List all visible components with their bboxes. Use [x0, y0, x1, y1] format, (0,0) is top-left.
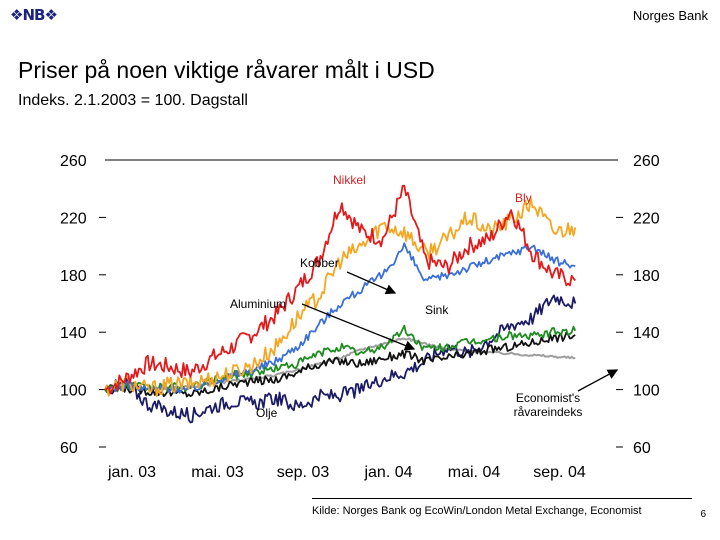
y-tick-label-right: 60 [633, 440, 651, 457]
annotation-arrow [577, 369, 619, 392]
y-tick-label-left: 140 [60, 325, 87, 342]
y-tick-label-left: 60 [60, 440, 78, 457]
footer-divider [312, 498, 692, 499]
annotation-arrow [346, 271, 397, 295]
logo-text: NB [22, 6, 45, 24]
y-tick-label-left: 220 [60, 210, 87, 227]
source-note: Kilde: Norges Bank og EcoWin/London Meta… [312, 505, 642, 517]
annotation-arrow [301, 303, 416, 351]
annotation-label: Bly [515, 191, 532, 205]
annotation-label: Olje [256, 406, 278, 420]
y-tick-label-left: 260 [60, 153, 87, 170]
y-tick-label-left: 100 [60, 383, 87, 400]
page-subtitle: Indeks. 2.1.2003 = 100. Dagstall [18, 92, 248, 109]
annotation-label: Nikkel [333, 173, 366, 187]
y-tick-label-right: 100 [633, 383, 660, 400]
series-line-olje [104, 294, 577, 424]
y-tick-label-right: 260 [633, 153, 660, 170]
x-tick-label: sep. 03 [277, 464, 330, 481]
series-line-sink [104, 331, 576, 398]
annotation-label: Sink [425, 303, 449, 317]
x-tick-label: mai. 04 [448, 464, 501, 481]
bank-name: Norges Bank [632, 8, 708, 23]
y-tick-label-right: 140 [633, 325, 660, 342]
x-tick-label: jan. 04 [363, 464, 412, 481]
commodity-price-chart: 60 60 100 100 140 140 180 180 220 220 260 260 jan. 0… [60, 153, 660, 481]
series-line-kobber [104, 242, 576, 394]
x-tick-label: mai. 03 [191, 464, 244, 481]
x-tick-label: jan. 03 [107, 464, 156, 481]
series-line-nikkel [104, 184, 576, 395]
annotation-label: Kobber [300, 256, 339, 270]
x-tick-label: sep. 04 [533, 464, 586, 481]
y-tick-label-left: 180 [60, 268, 87, 285]
annotation-label: Economist's råvareindeks [514, 391, 583, 419]
page-title: Priser på noen viktige råvarer målt i US… [18, 57, 435, 83]
annotation-label: Aluminium [230, 297, 286, 311]
page-number: 6 [700, 509, 706, 520]
y-tick-label-right: 220 [633, 210, 660, 227]
norges-bank-logo: ❖NB❖ [10, 6, 58, 24]
y-tick-label-right: 180 [633, 268, 660, 285]
